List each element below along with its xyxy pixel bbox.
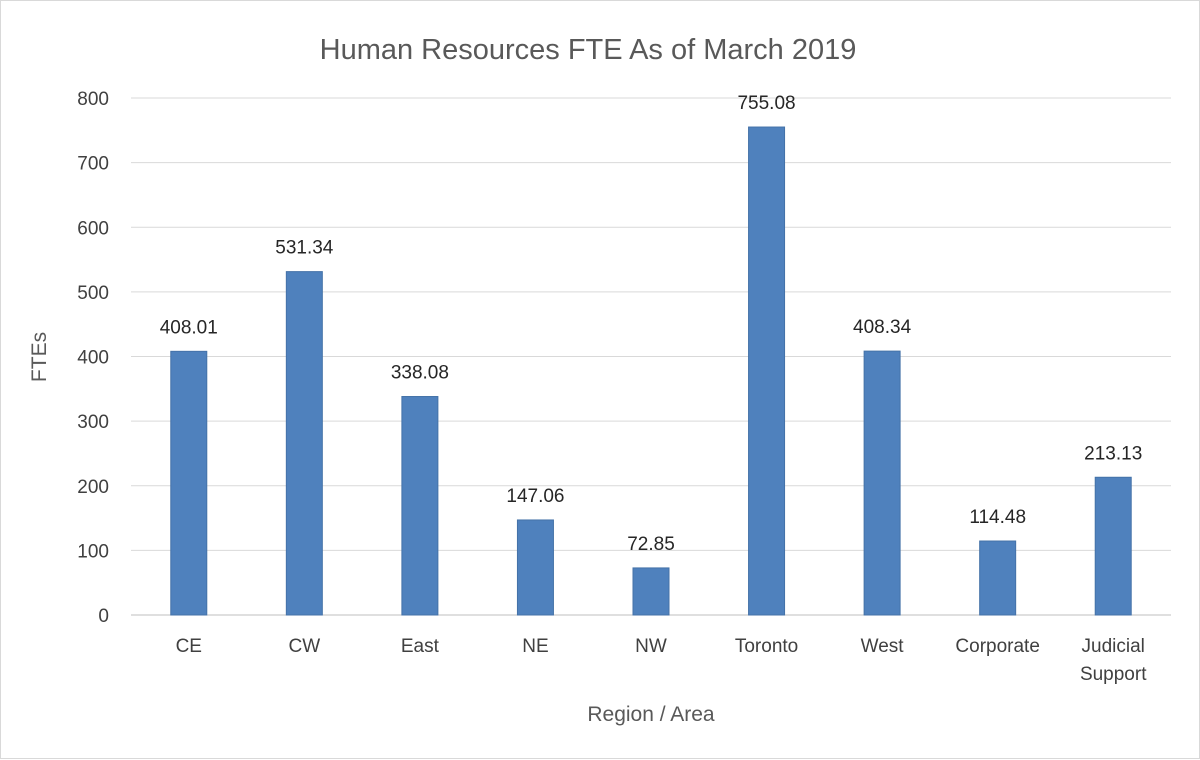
bar bbox=[748, 126, 786, 616]
bar bbox=[979, 540, 1017, 616]
bar bbox=[516, 519, 554, 616]
x-tick-label: West bbox=[861, 636, 905, 657]
bar bbox=[632, 567, 670, 616]
x-tick-label: CW bbox=[289, 636, 321, 657]
data-label: 147.06 bbox=[506, 486, 564, 507]
x-tick-label: Judicial Support bbox=[1080, 636, 1147, 685]
y-tick-label: 300 bbox=[77, 412, 109, 433]
bar bbox=[863, 350, 901, 616]
x-axis-ticks: CE CW East NE NW Toronto West Corporate Judicial… bbox=[176, 636, 1148, 685]
y-tick-label: 600 bbox=[77, 218, 109, 239]
bar bbox=[1094, 476, 1132, 616]
y-tick-label: 400 bbox=[77, 348, 109, 369]
data-label: 72.85 bbox=[627, 534, 675, 555]
y-tick-label: 200 bbox=[77, 477, 109, 498]
chart-title: Human Resources FTE As of March 2019 bbox=[320, 34, 857, 66]
data-label: 114.48 bbox=[969, 507, 1026, 528]
x-tick-label: East bbox=[401, 636, 440, 657]
x-tick-label: NE bbox=[522, 636, 548, 657]
y-tick-label: 700 bbox=[77, 154, 109, 175]
data-label: 408.34 bbox=[853, 317, 912, 338]
data-label: 338.08 bbox=[391, 363, 449, 384]
y-axis-label: FTEs bbox=[28, 332, 51, 382]
y-axis-ticks: 0 100 200 300 400 500 600 700 800 bbox=[77, 89, 109, 627]
x-axis-label: Region / Area bbox=[587, 703, 715, 726]
bar bbox=[285, 271, 323, 616]
bars bbox=[170, 126, 1132, 616]
y-tick-label: 100 bbox=[77, 541, 109, 562]
data-label: 531.34 bbox=[275, 238, 334, 259]
x-tick-label: Toronto bbox=[735, 636, 798, 657]
y-tick-label: 0 bbox=[98, 606, 109, 627]
y-tick-label: 800 bbox=[77, 89, 109, 110]
data-labels: 408.01 531.34 338.08 147.06 72.85 755.08 408.3… bbox=[160, 93, 1143, 555]
data-label: 755.08 bbox=[737, 93, 795, 114]
x-tick-label: CE bbox=[176, 636, 202, 657]
bar bbox=[170, 350, 208, 616]
data-label: 408.01 bbox=[160, 317, 218, 338]
bar bbox=[401, 396, 439, 616]
x-tick-label: Corporate bbox=[955, 636, 1040, 657]
x-tick-label: NW bbox=[635, 636, 667, 657]
y-tick-label: 500 bbox=[77, 283, 109, 304]
data-label: 213.13 bbox=[1084, 443, 1142, 464]
